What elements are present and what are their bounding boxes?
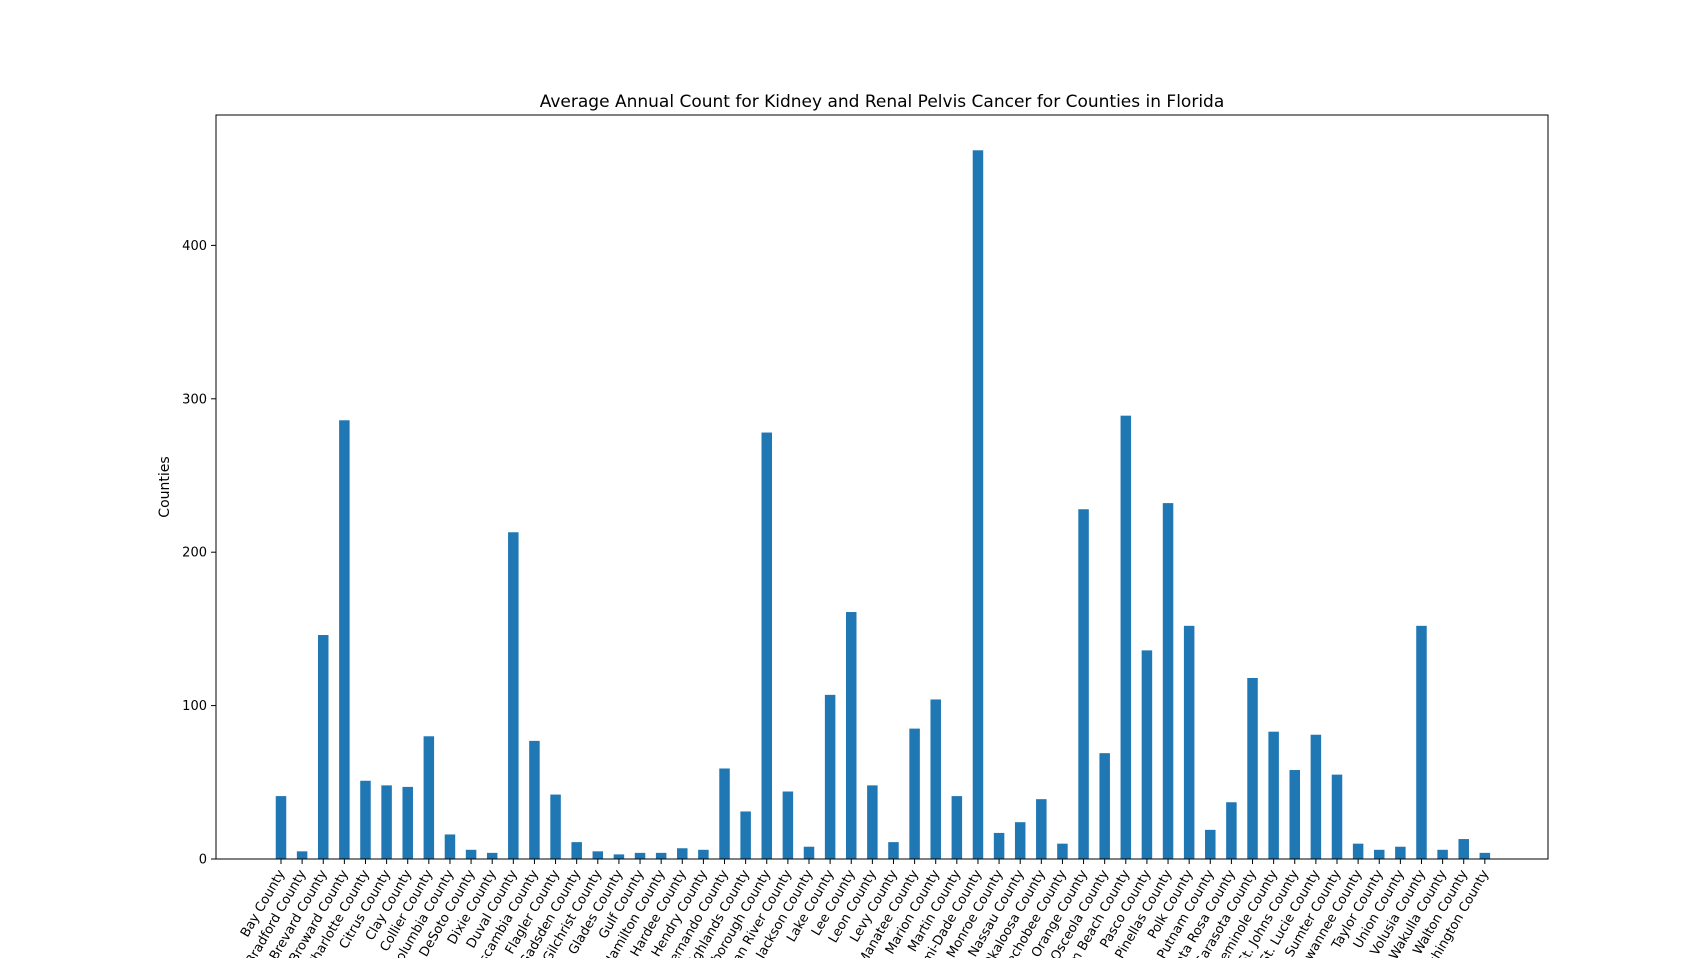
bar	[655, 852, 667, 859]
bar	[592, 851, 604, 859]
bar	[1183, 625, 1195, 859]
bar	[571, 842, 582, 859]
bar	[465, 849, 477, 859]
bar	[845, 612, 857, 859]
bar	[1120, 415, 1132, 859]
bar	[867, 785, 878, 859]
y-tick-label: 0	[199, 853, 207, 868]
bar	[381, 785, 392, 859]
bar	[296, 851, 308, 859]
bar	[1395, 846, 1406, 859]
bar	[930, 699, 941, 859]
bar	[1205, 829, 1216, 859]
bar	[761, 432, 773, 859]
bar	[1331, 774, 1343, 859]
bar	[1057, 843, 1068, 859]
chart-title: Average Annual Count for Kidney and Rena…	[540, 92, 1225, 112]
bar	[1099, 753, 1110, 859]
bar	[951, 796, 963, 859]
bar	[360, 780, 371, 859]
bar	[698, 849, 709, 859]
bar	[1036, 799, 1047, 859]
y-axis-label: Counties	[157, 456, 173, 517]
bar	[1268, 731, 1279, 859]
bar	[1014, 822, 1026, 859]
bar	[486, 852, 498, 859]
bars-group	[275, 150, 1491, 859]
bar	[1416, 625, 1427, 859]
bar	[1141, 650, 1153, 859]
bar	[677, 848, 688, 859]
bar	[1373, 849, 1385, 859]
bar	[972, 150, 984, 859]
y-tick-label: 200	[182, 546, 207, 561]
y-axis-ticks: 0 100 200 300 400	[182, 239, 216, 868]
bar	[1310, 734, 1322, 859]
bar	[317, 635, 329, 859]
bar	[1162, 503, 1174, 859]
bar	[1458, 839, 1469, 859]
bar	[444, 834, 456, 859]
bar	[508, 532, 519, 859]
bar	[803, 846, 815, 859]
bar	[1479, 852, 1491, 859]
bar	[740, 811, 751, 859]
bar	[423, 736, 435, 859]
bar	[1226, 802, 1237, 859]
bar	[782, 791, 794, 859]
bar	[1437, 849, 1448, 859]
y-tick-label: 100	[182, 699, 207, 714]
bar	[993, 832, 1005, 859]
y-tick-label: 300	[182, 392, 207, 407]
bar	[1247, 677, 1258, 859]
bar	[402, 786, 413, 859]
bar	[888, 842, 899, 859]
bar	[1078, 509, 1089, 859]
bar	[550, 794, 561, 859]
bar	[339, 420, 350, 859]
bar	[634, 852, 646, 859]
bar	[719, 768, 730, 859]
bar	[824, 694, 836, 859]
bar	[275, 796, 287, 859]
y-tick-label: 400	[182, 239, 207, 254]
bar	[909, 728, 920, 859]
bar	[1289, 770, 1301, 859]
plot-area-frame	[215, 114, 1549, 860]
bar	[1352, 843, 1364, 859]
bar	[529, 740, 540, 859]
bar	[613, 854, 625, 859]
